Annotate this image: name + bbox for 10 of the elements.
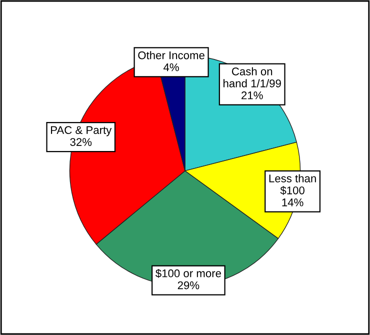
slice-label: Other Income: [138, 51, 204, 60]
data-label: 4%: [164, 63, 179, 72]
slice-label: Cash on hand 1/1/99: [224, 67, 281, 88]
slice-label: Less than $100: [269, 174, 316, 196]
slice-label: $100 or more: [156, 268, 221, 278]
data-label: 32%: [70, 138, 92, 146]
data-label: 21%: [242, 91, 263, 100]
slice-label: PAC & Party: [51, 126, 112, 136]
data-label: 29%: [178, 281, 200, 290]
data-label: 14%: [282, 198, 304, 206]
